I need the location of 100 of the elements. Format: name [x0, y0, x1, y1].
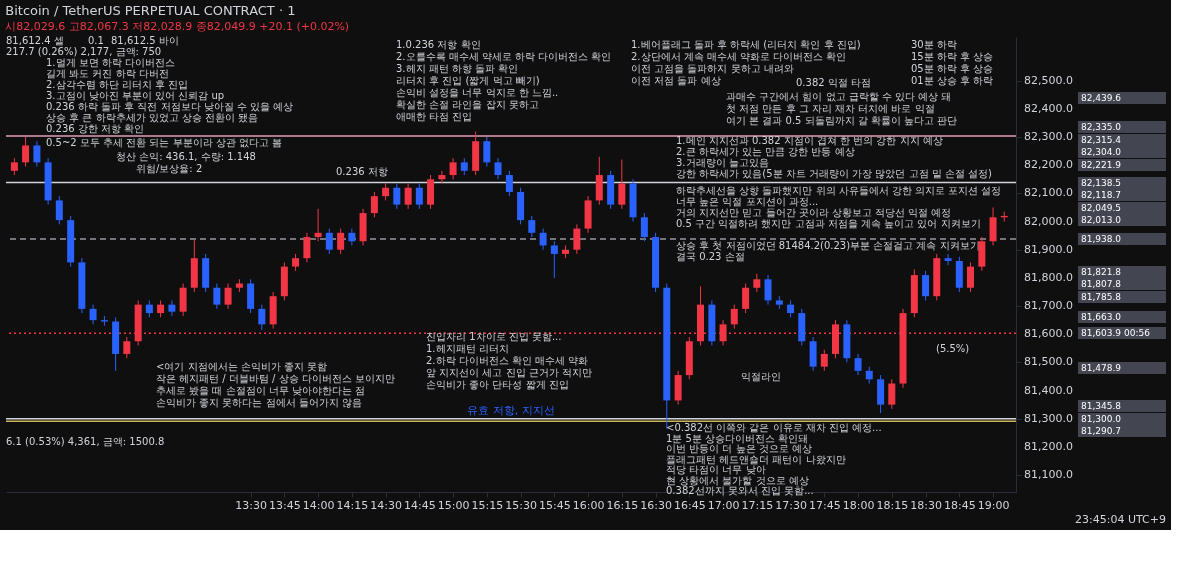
- annotation: 확실한 손절 라인을 잡지 못하고: [396, 99, 539, 110]
- annotation: 30분 하락: [911, 39, 957, 50]
- annotation: 1.베어플래그 돌파 후 하락세 (리터치 확인 후 진입): [631, 39, 861, 50]
- candlestick: [505, 170, 513, 197]
- candlestick: [494, 157, 502, 180]
- annotation: 217.7 (0.26%) 2,177, 금액: 750: [6, 46, 162, 57]
- candlestick: [22, 136, 30, 168]
- text: 81,478.9: [1081, 363, 1122, 373]
- candlestick: [989, 206, 997, 246]
- candlestick: [573, 223, 581, 255]
- annotation: 81,612.5 바이: [111, 35, 179, 46]
- x-tick-label: 18:45: [943, 498, 976, 512]
- y-tick-label: 82,000.0: [1024, 214, 1073, 228]
- candlestick: [258, 304, 266, 331]
- candlestick: [539, 228, 547, 251]
- annotation: 0.236 저항: [336, 166, 388, 177]
- candlestick: [168, 299, 176, 317]
- candlestick: [224, 283, 232, 310]
- x-tick-label: 17:15: [741, 498, 774, 512]
- y-tick-label: 81,600.0: [1024, 327, 1073, 341]
- x-tick-label: 18:00: [842, 498, 875, 512]
- x-tick-label: 14:15: [336, 498, 369, 512]
- annotation: 1.멀게 보면 하락 다이버전스: [46, 57, 176, 68]
- candlestick: [123, 336, 131, 359]
- annotation: 2.하락 다이버전스 확인 매수세 약화: [426, 355, 589, 366]
- text: 81,807.8: [1081, 279, 1122, 289]
- x-tick-label: 15:45: [538, 498, 571, 512]
- candlestick: [753, 273, 761, 293]
- y-tick-label: 82,500.0: [1024, 73, 1073, 87]
- text: 81,290.7: [1081, 426, 1122, 436]
- annotation: 1.메인 지지선과 0.382 지점이 겹쳐 한 번의 강한 지지 예상: [676, 135, 943, 146]
- text: 82,013.0: [1081, 215, 1122, 225]
- text: 81,345.8: [1081, 401, 1122, 411]
- annotation: 손익비 설정을 너무 억지로 한 느낌..: [396, 87, 559, 98]
- ref-line-label: 유효 저항, 지지선: [467, 403, 555, 417]
- x-tick-label: 15:30: [505, 498, 537, 512]
- candlestick: [730, 304, 738, 330]
- annotation: 0.382 익절 타점: [796, 77, 871, 88]
- x-tick-label: 16:30: [640, 498, 672, 512]
- x-tick-label: 13:30: [235, 498, 267, 512]
- y-tick-label: 81,200.0: [1024, 439, 1073, 453]
- text: 81,821.8: [1081, 267, 1122, 277]
- annotation: 이전 저점 돌파 예상: [631, 75, 721, 86]
- annotation: 6.1 (0.53%) 4,361, 금액: 1500.8: [6, 436, 165, 447]
- text: 82,138.5: [1081, 178, 1122, 188]
- text: 82,118.7: [1081, 190, 1122, 200]
- annotation: <0.382선 이쪽와 같은 이유로 재차 진입 예정...: [666, 422, 882, 433]
- candlestick: [967, 261, 974, 293]
- candlestick: [483, 136, 491, 168]
- text: 81,938.0: [1081, 234, 1122, 244]
- candlestick: [618, 159, 626, 210]
- annotation: 익절라인: [741, 371, 781, 382]
- candlestick: [337, 228, 345, 255]
- annotation: 작은 헤지패턴 / 더블바텀 / 상승 다이버전스 보이지만: [156, 373, 395, 384]
- chart-title: Bitcoin / TetherUS PERPETUAL CONTRACT · 1: [5, 3, 296, 18]
- y-tick-label: 81,100.0: [1024, 468, 1073, 482]
- annotation: 너무 높은 익절 포지션이 과정...: [676, 196, 819, 207]
- candlestick: [303, 232, 311, 263]
- annotation: (5.5%): [936, 343, 970, 354]
- candlestick: [854, 353, 862, 376]
- annotation: 1.0.236 저항 확인: [396, 39, 481, 50]
- candlestick: [213, 283, 221, 310]
- x-tick-label: 16:00: [572, 498, 605, 512]
- x-tick-label: 13:45: [269, 498, 301, 512]
- annotation: 0.5~2 모두 추세 전환 되는 부분이라 상관 없다고 봄: [46, 137, 283, 148]
- y-tick-label: 81,800.0: [1024, 270, 1073, 284]
- annotation: 0.1: [88, 35, 104, 46]
- x-tick-label: 18:15: [876, 498, 909, 512]
- candlestick: [944, 253, 952, 266]
- y-tick-label: 82,100.0: [1024, 186, 1073, 200]
- annotation: 추세로 봤을 때 손절점이 너무 낮아야한다는 점: [156, 385, 366, 396]
- candlestick: [33, 140, 41, 168]
- candlestick: [742, 283, 750, 314]
- text: 82,221.9: [1081, 160, 1122, 170]
- candlestick: [89, 304, 97, 325]
- x-tick-label: 17:00: [707, 498, 740, 512]
- text: 81,300.0: [1081, 414, 1122, 424]
- y-tick-label: 81,500.0: [1024, 355, 1073, 369]
- candlestick: [888, 378, 896, 410]
- annotation: 0.236 강한 저항 확인: [46, 123, 145, 134]
- annotation: 진입자리 1차이로 진입 못함...: [426, 331, 562, 342]
- annotation: 현 상황에서 불가할 것으로 예상: [666, 474, 809, 486]
- annotation: 2.큰 하락세가 있는 만큼 강한 반등 예상: [676, 146, 855, 157]
- y-tick-label: 82,300.0: [1024, 130, 1073, 144]
- candlestick: [820, 349, 828, 372]
- text: 82,439.6: [1081, 93, 1122, 103]
- annotation: 0.382선까지 못와서 진입 못함...: [666, 485, 814, 496]
- annotation: 81,612.4 셀: [6, 35, 64, 46]
- candlestick: [393, 183, 401, 210]
- annotation: 위험/보상율: 2: [136, 163, 203, 174]
- annotation: 1.헤지패턴 리터치: [426, 343, 509, 354]
- annotation: 결국 0.23 손절: [676, 251, 745, 262]
- candlestick: [449, 157, 457, 180]
- annotation: 2.오를수록 매수세 약세로 하락 다이버전스 확인: [396, 51, 612, 62]
- y-tick-label: 81,300.0: [1024, 411, 1073, 425]
- annotation: 플래그패턴 헤드앤숄더 패턴이 나왔지만: [666, 453, 846, 465]
- candlestick: [528, 215, 536, 238]
- y-tick-label: 82,200.0: [1024, 158, 1073, 172]
- annotation: 3.고점이 낮아진 부분이 있어 신뢰감 up: [46, 90, 225, 101]
- annotation: 길게 봐도 커진 하락 다버전: [46, 68, 169, 79]
